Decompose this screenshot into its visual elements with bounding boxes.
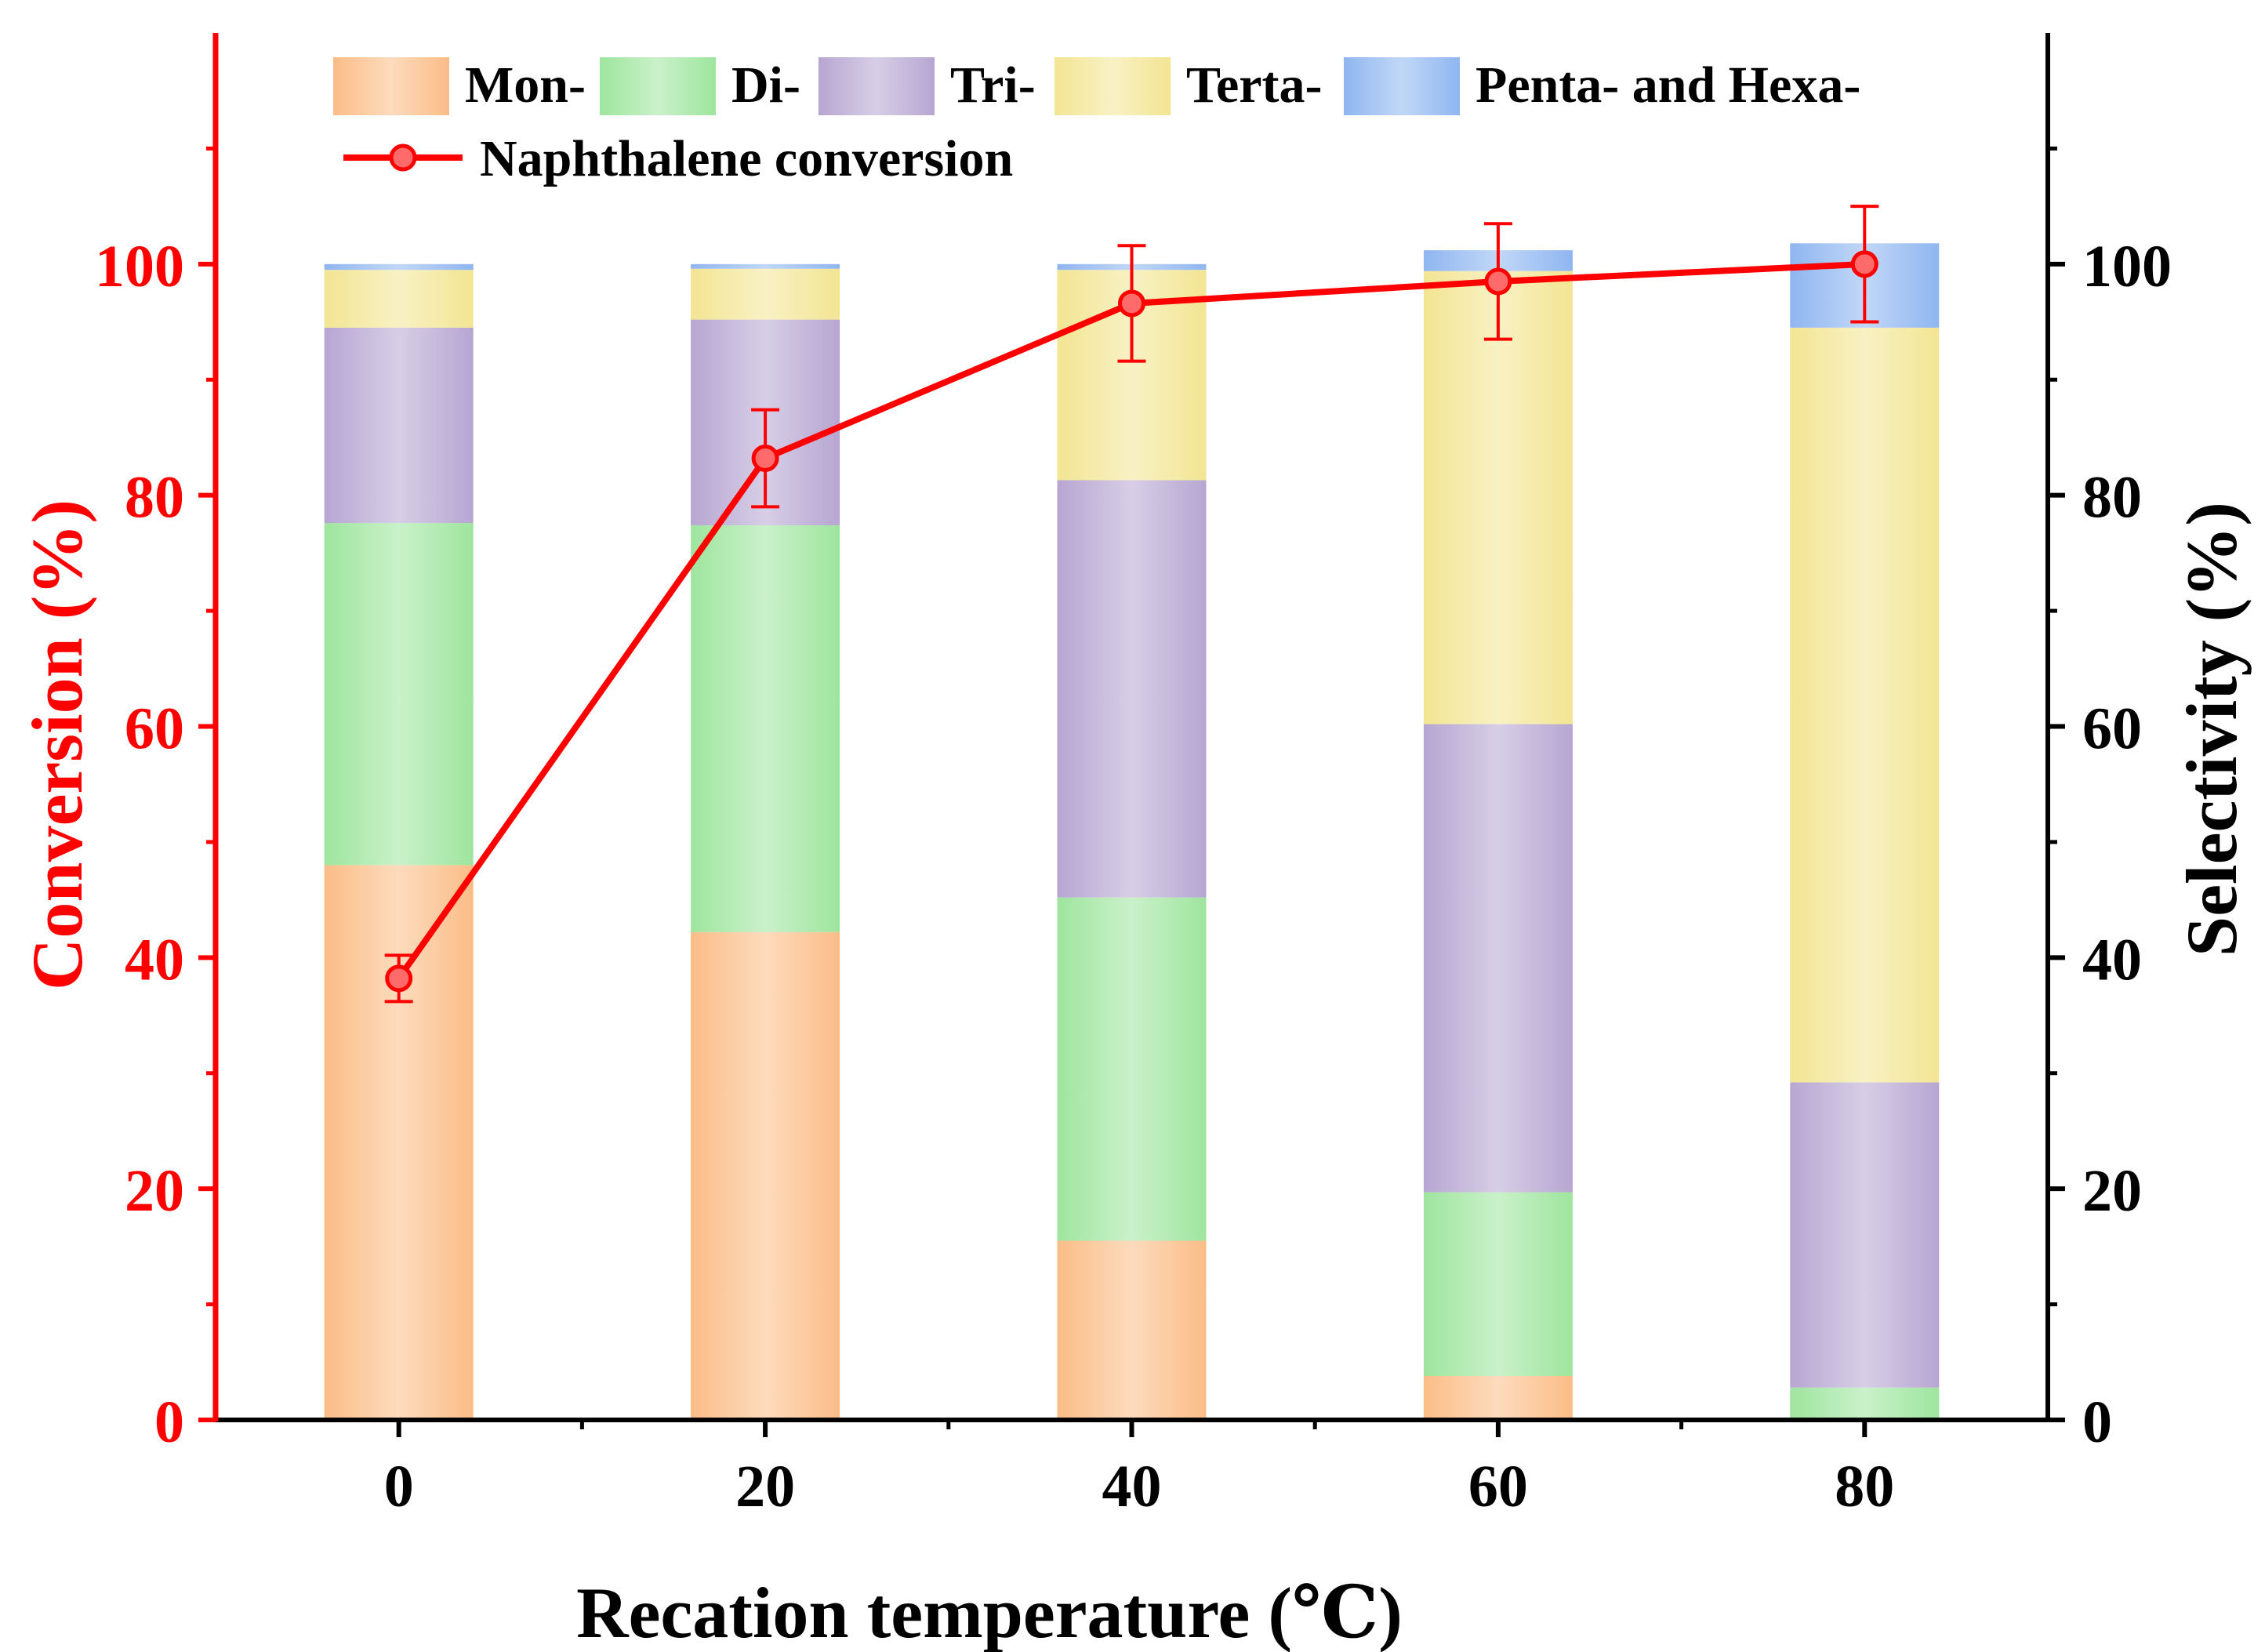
y-right-tick-label-0: 0 [2082,1389,2112,1455]
legend-label: Naphthalene conversion [480,130,1013,187]
y-right-tick-label-20: 20 [2082,1158,2142,1224]
y-right-tick-label-100: 100 [2082,234,2172,300]
bar-segment-mon-40 [1057,1240,1207,1420]
bar-segment-tri-0 [324,327,474,524]
bar-segment-penta-and-hexa-0 [324,263,474,270]
bar-segment-mon-20 [691,931,840,1420]
legend-label: Tri- [950,56,1036,114]
bar-segment-penta-and-hexa-20 [691,263,840,269]
legend-label: Mon- [465,56,586,114]
conversion-point-40 [1118,289,1145,318]
legend-swatch [600,57,716,115]
bar-segment-tri-60 [1423,724,1573,1193]
bar-segment-terta-60 [1423,270,1573,724]
axis-labels: Recation temperature (℃) Conversion (%) … [17,499,2252,1652]
y-left-tick-label-80: 80 [125,465,184,531]
x-tick-label-20: 20 [735,1454,795,1519]
legend-label: Terta- [1186,56,1323,114]
x-tick-label-60: 60 [1468,1454,1528,1519]
x-tick-label-0: 0 [384,1454,414,1519]
y-left-tick-label-0: 0 [154,1389,184,1455]
legend-item-line: Naphthalene conversion [343,130,1013,187]
legend-label: Di- [731,56,800,114]
legend-item-2: Tri- [819,56,1036,115]
bar-segment-di-20 [691,525,840,932]
conversion-point-20 [751,444,779,472]
y-axis-right-label: Selectivity (%) [2172,502,2252,957]
bar-segment-di-40 [1057,897,1207,1241]
line-layer [384,205,1879,1004]
legend-swatch [333,57,449,115]
bar-segment-di-60 [1423,1192,1573,1376]
legend-label: Penta- and Hexa- [1476,56,1860,114]
y-left-tick-label-40: 40 [125,927,184,993]
axes-layer: 0 0 20 20 40 40 60 60 80 80 100 100 0 20 40 60 80 [95,33,2172,1519]
bars-layer [324,243,1940,1420]
x-tick-label-80: 80 [1835,1454,1894,1519]
y-axis-left-label: Conversion (%) [17,499,97,990]
legend-swatch [1054,57,1171,115]
y-left-tick-label-20: 20 [125,1158,184,1224]
legend-item-3: Terta- [1054,56,1323,115]
bar-segment-mon-0 [324,865,474,1420]
y-left-tick-label-100: 100 [95,234,184,300]
x-tick-label-40: 40 [1102,1454,1162,1519]
bar-segment-mon-60 [1423,1375,1573,1420]
conversion-point-80 [1850,250,1878,278]
bar-segment-tri-80 [1790,1082,1940,1388]
conversion-point-60 [1484,267,1512,296]
legend-item-0: Mon- [333,56,586,115]
conversion-point-0 [385,964,413,993]
legend-marker [389,143,417,172]
bar-segment-di-0 [324,523,474,866]
y-left-tick-label-60: 60 [125,696,184,762]
bar-segment-terta-20 [691,268,840,320]
bar-segment-terta-0 [324,270,474,328]
legend-item-1: Di- [600,56,800,115]
y-right-tick-label-80: 80 [2082,465,2142,531]
legend-swatch [819,57,935,115]
bar-segment-terta-80 [1790,327,1940,1083]
bar-segment-di-80 [1790,1387,1940,1420]
x-axis-label: Recation temperature (℃) [576,1573,1403,1652]
legend-swatch [1344,57,1460,115]
legend: Mon- Di- Tri- Terta- Penta- and Hexa- Naphtha… [333,56,1860,187]
y-right-tick-label-40: 40 [2082,927,2142,993]
y-right-tick-label-60: 60 [2082,696,2142,762]
legend-item-4: Penta- and Hexa- [1344,56,1860,115]
bar-segment-tri-40 [1057,480,1207,898]
